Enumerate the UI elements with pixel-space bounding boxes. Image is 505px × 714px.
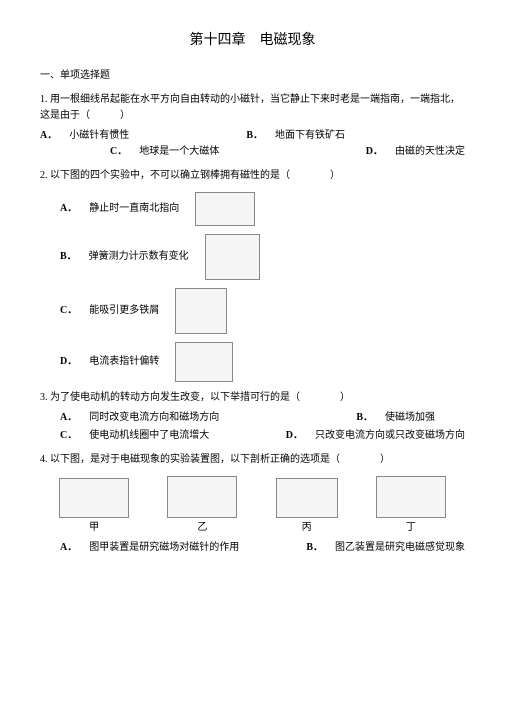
q2-option-d: D．电流表指针偏转 — [60, 342, 465, 382]
q3-option-c: C．使电动机线圈中了电流增大 — [60, 428, 209, 444]
q3-d-text: 只改变电流方向或只改变磁场方向 — [315, 430, 465, 441]
chapter-title: 第十四章 电磁现象 — [40, 30, 465, 52]
q2-option-a: A．静止时一直南北指向 — [60, 192, 465, 226]
q1-a-text: 小磁针有惯性 — [69, 130, 129, 141]
q1-option-c: C．地球是一个大磁体 — [60, 144, 219, 160]
q4-a-text: 图甲装置是研究磁场对磁针的作用 — [89, 542, 239, 553]
q3-stem: 3. 为了使电动机的转动方向发生改变，以下举措可行的是（ ） — [40, 390, 465, 406]
q1-stem: 1. 用一根细线吊起能在水平方向自由转动的小磁针，当它静止下来时老是一端指南，一… — [40, 92, 465, 124]
q2-image-d — [175, 342, 233, 382]
q1-option-d: D．由磁的天性决定 — [366, 144, 465, 160]
q1-c-text: 地球是一个大磁体 — [139, 146, 219, 157]
q4-images-row: 甲 乙 丙 丁 — [40, 476, 465, 536]
q1-option-b: B．地面下有铁矿石 — [246, 128, 345, 144]
q2-image-c — [175, 288, 227, 334]
q2-image-b — [205, 234, 260, 280]
q4-option-b: B．图乙装置是研究电磁感觉现象 — [306, 540, 465, 556]
q4-label-yi: 乙 — [197, 520, 207, 536]
section-heading: 一、单项选择题 — [40, 68, 465, 84]
q2-b-text: 弹簧测力计示数有变化 — [89, 251, 189, 262]
q1-b-text: 地面下有铁矿石 — [275, 130, 345, 141]
q4-stem: 4. 以下图，是对于电磁现象的实验装置图，以下剖析正确的选项是（ ） — [40, 452, 465, 468]
q3-option-d: D．只改变电流方向或只改变磁场方向 — [286, 428, 465, 444]
q2-option-b: B．弹簧测力计示数有变化 — [60, 234, 465, 280]
q4-option-a: A．图甲装置是研究磁场对磁针的作用 — [60, 540, 239, 556]
q2-a-text: 静止时一直南北指向 — [89, 203, 179, 214]
q4-image-ding — [376, 476, 446, 518]
q1-d-text: 由磁的天性决定 — [395, 146, 465, 157]
q4-b-text: 图乙装置是研究电磁感觉现象 — [335, 542, 465, 553]
q4-label-ding: 丁 — [406, 520, 416, 536]
q4-image-yi — [167, 476, 237, 518]
q4-image-jia — [59, 478, 129, 518]
q4-label-bing: 丙 — [302, 520, 312, 536]
q3-option-b: B．使磁场加强 — [356, 410, 435, 426]
q2-option-c: C．能吸引更多铁屑 — [60, 288, 465, 334]
q3-c-text: 使电动机线圈中了电流增大 — [89, 430, 209, 441]
q3-b-text: 使磁场加强 — [385, 412, 435, 423]
q4-image-bing — [276, 478, 338, 518]
q2-d-text: 电流表指针偏转 — [89, 356, 159, 367]
q2-stem: 2. 以下图的四个实验中，不可以确立钢棒拥有磁性的是（ ） — [40, 168, 465, 184]
q2-c-text: 能吸引更多铁屑 — [89, 305, 159, 316]
q4-label-jia: 甲 — [89, 520, 99, 536]
q1-option-a: A．小磁针有惯性 — [40, 128, 129, 144]
q2-image-a — [195, 192, 255, 226]
q3-a-text: 同时改变电流方向和磁场方向 — [89, 412, 219, 423]
q3-option-a: A．同时改变电流方向和磁场方向 — [60, 410, 219, 426]
